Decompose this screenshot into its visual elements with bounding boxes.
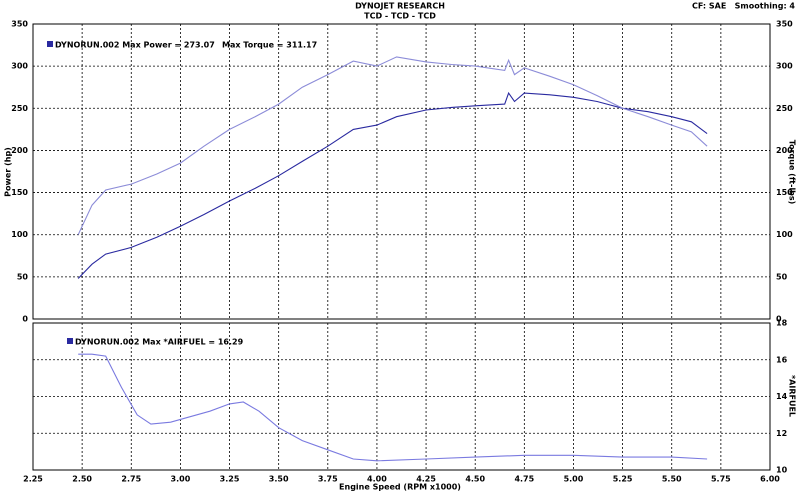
y-tick-label: 250 [11, 104, 28, 113]
x-tick-label: 5.75 [711, 475, 731, 484]
x-tick-label: 5.00 [564, 475, 584, 484]
y-tick-label: 150 [11, 188, 28, 197]
x-tick-label: 2.50 [72, 475, 92, 484]
y2-tick-label: 350 [776, 20, 793, 29]
y2-tick-label: 250 [776, 104, 793, 113]
plot-frame [32, 322, 771, 471]
y-axis-label: Power (hp) [4, 147, 13, 197]
x-tick-label: 3.25 [220, 475, 240, 484]
legend-swatch [47, 41, 53, 47]
y-tick-label: 350 [11, 20, 28, 29]
chart-subtitle: TCD - TCD - TCD [364, 12, 436, 21]
data-line [77, 91, 708, 279]
x-tick-label: 5.50 [662, 475, 682, 484]
x-tick-label: 6.00 [760, 475, 780, 484]
x-tick-label: 3.50 [269, 475, 289, 484]
x-tick-label: 2.75 [121, 475, 141, 484]
x-axis-label: Engine Speed (RPM x1000) [339, 483, 461, 492]
y-tick-label: 50 [17, 272, 29, 281]
x-tick-label: 5.25 [613, 475, 633, 484]
y2-axis-label: Torque (ft-lbs) [788, 140, 797, 205]
chart-title: DYNOJET RESEARCH [355, 2, 445, 11]
legend-text: Max Torque = 311.17 [222, 41, 317, 50]
y-tick-label: 300 [11, 62, 28, 71]
x-tick-label: 4.50 [465, 475, 485, 484]
x-tick-label: 3.75 [318, 475, 338, 484]
plot-frame [32, 23, 771, 320]
legend-text: DYNORUN.002 Max Power = 273.07 [55, 41, 215, 50]
legend-text: DYNORUN.002 Max *AIRFUEL = 16.29 [75, 338, 244, 347]
y-tick-label: 10 [776, 466, 788, 475]
y-tick-label: 18 [776, 319, 788, 328]
airfuel-axis-label: *AIRFUEL [788, 375, 797, 417]
y2-tick-label: 50 [776, 272, 788, 281]
y2-tick-label: 100 [776, 230, 793, 239]
x-tick-label: 3.00 [171, 475, 191, 484]
y-tick-label: 200 [11, 146, 28, 155]
y-tick-label: 12 [776, 429, 787, 438]
x-tick-label: 4.75 [514, 475, 534, 484]
legend-swatch [67, 338, 73, 344]
x-tick-label: 2.25 [23, 475, 43, 484]
y-tick-label: 16 [776, 355, 788, 364]
x-tick-label: 4.00 [367, 475, 387, 484]
data-line [78, 353, 708, 462]
x-tick-label: 4.25 [416, 475, 436, 484]
y2-tick-label: 0 [776, 315, 782, 324]
y2-tick-label: 200 [776, 146, 793, 155]
y2-tick-label: 150 [776, 188, 793, 197]
y-tick-label: 100 [11, 230, 28, 239]
settings-note: CF: SAE Smoothing: 4 [692, 2, 795, 11]
y-tick-label: 0 [22, 315, 28, 324]
y-tick-label: 14 [776, 392, 788, 401]
y2-tick-label: 300 [776, 62, 793, 71]
data-line [77, 56, 708, 235]
